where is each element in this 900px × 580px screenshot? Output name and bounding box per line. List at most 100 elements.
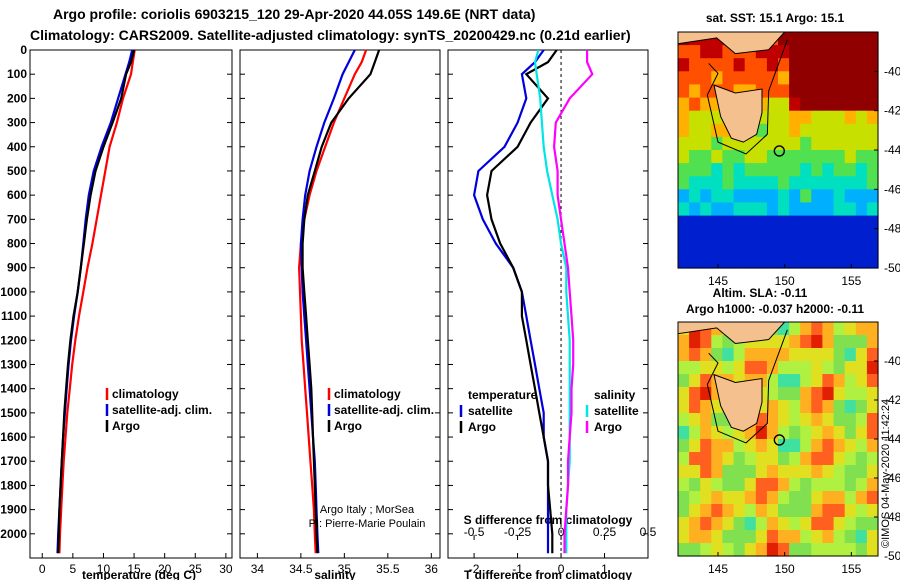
map-cell [778,452,790,466]
map-cell [833,517,846,531]
x-tick-label: 36 [425,562,439,576]
map-cell [866,335,879,349]
map-cell [778,543,790,557]
map-cell [800,254,812,269]
map-cell [800,400,812,414]
map-cell [678,136,690,151]
map-cell [789,543,801,557]
map-cell [800,123,812,138]
map-cell [822,426,835,440]
map-cell [700,361,712,375]
map-cell [866,439,879,453]
map-cell [844,84,857,99]
map-cell [700,452,712,466]
map-cell [844,123,857,138]
lon-tick-label: 150 [775,274,795,288]
map-cell [711,400,723,414]
map-cell [755,413,768,427]
map-cell [700,215,712,230]
map-cell [822,110,835,125]
map-cell [855,361,868,375]
map-cell [744,361,757,375]
map-cell [711,241,723,256]
map-cell [755,58,768,72]
map-cell [766,413,779,427]
map-cell [822,215,835,230]
map-cell [678,176,690,190]
map-cell [811,58,823,72]
map-cell [844,150,857,164]
map-cell [778,136,790,151]
map-cell [800,504,812,518]
map-cell [700,400,712,414]
x-tick-label: 34 [251,562,265,576]
map-cell [811,452,823,466]
lon-tick-label: 145 [708,274,728,288]
map-cell [855,97,868,112]
map-cell [833,452,846,466]
map-cell [678,439,690,453]
map-cell [678,58,690,72]
map-cell [722,361,735,375]
map-cell [700,84,712,99]
series-line-argo [57,49,136,554]
map-cell [778,189,790,203]
map-cell [844,491,857,505]
map-cell [711,202,723,217]
map-cell [755,136,768,151]
map-cell [722,150,735,164]
lat-tick-label: -46 [884,182,900,196]
map-cell [678,374,690,388]
x-tick-label: 35 [338,562,352,576]
map-cell [689,387,701,401]
map-cell [722,335,735,349]
map-cell [866,530,879,544]
map-cell [700,228,712,243]
map-cell [755,543,768,557]
legend-heading-temperature: temperature [468,388,538,402]
map-cell [811,400,823,414]
map-cell [800,530,812,544]
map-cell [678,517,690,531]
map-cell [689,426,701,440]
map-cell [678,71,690,85]
map-cell [866,400,879,414]
figure-title-line-1: Argo profile: coriolis 6903215_120 29-Ap… [53,6,536,22]
map-cell [755,123,768,138]
map-cell [689,400,701,414]
map-cell [822,543,835,557]
map-cell [833,32,846,46]
map-cell [733,150,746,164]
map-cell [811,426,823,440]
map-cell [766,202,779,217]
map-cell [800,84,812,99]
map-cell [700,71,712,85]
map-cell [833,478,846,492]
map-cell [678,465,690,479]
map-cell [711,387,723,401]
map-cell [811,348,823,362]
map-cell [722,176,735,190]
map-cell [789,228,801,243]
map-cell [833,491,846,505]
map-cell [755,465,768,479]
map-cell [722,478,735,492]
map-cell [833,110,846,125]
map-cell [711,504,723,518]
legend-label: Argo [594,420,622,434]
legend-heading-salinity: salinity [594,388,636,402]
x-tick-label: 30 [219,562,233,576]
map-cell [855,71,868,85]
depth-tick-label: 1200 [0,333,27,347]
map-cell [800,32,812,46]
map-cell [866,465,879,479]
map-cell [755,504,768,518]
map-cell [866,322,879,336]
map-cell [833,123,846,138]
map-cell [800,150,812,164]
map-cell [778,387,790,401]
map-cell [766,110,779,125]
map-cell [811,335,823,349]
map-cell [755,400,768,414]
map-cell [689,348,701,362]
